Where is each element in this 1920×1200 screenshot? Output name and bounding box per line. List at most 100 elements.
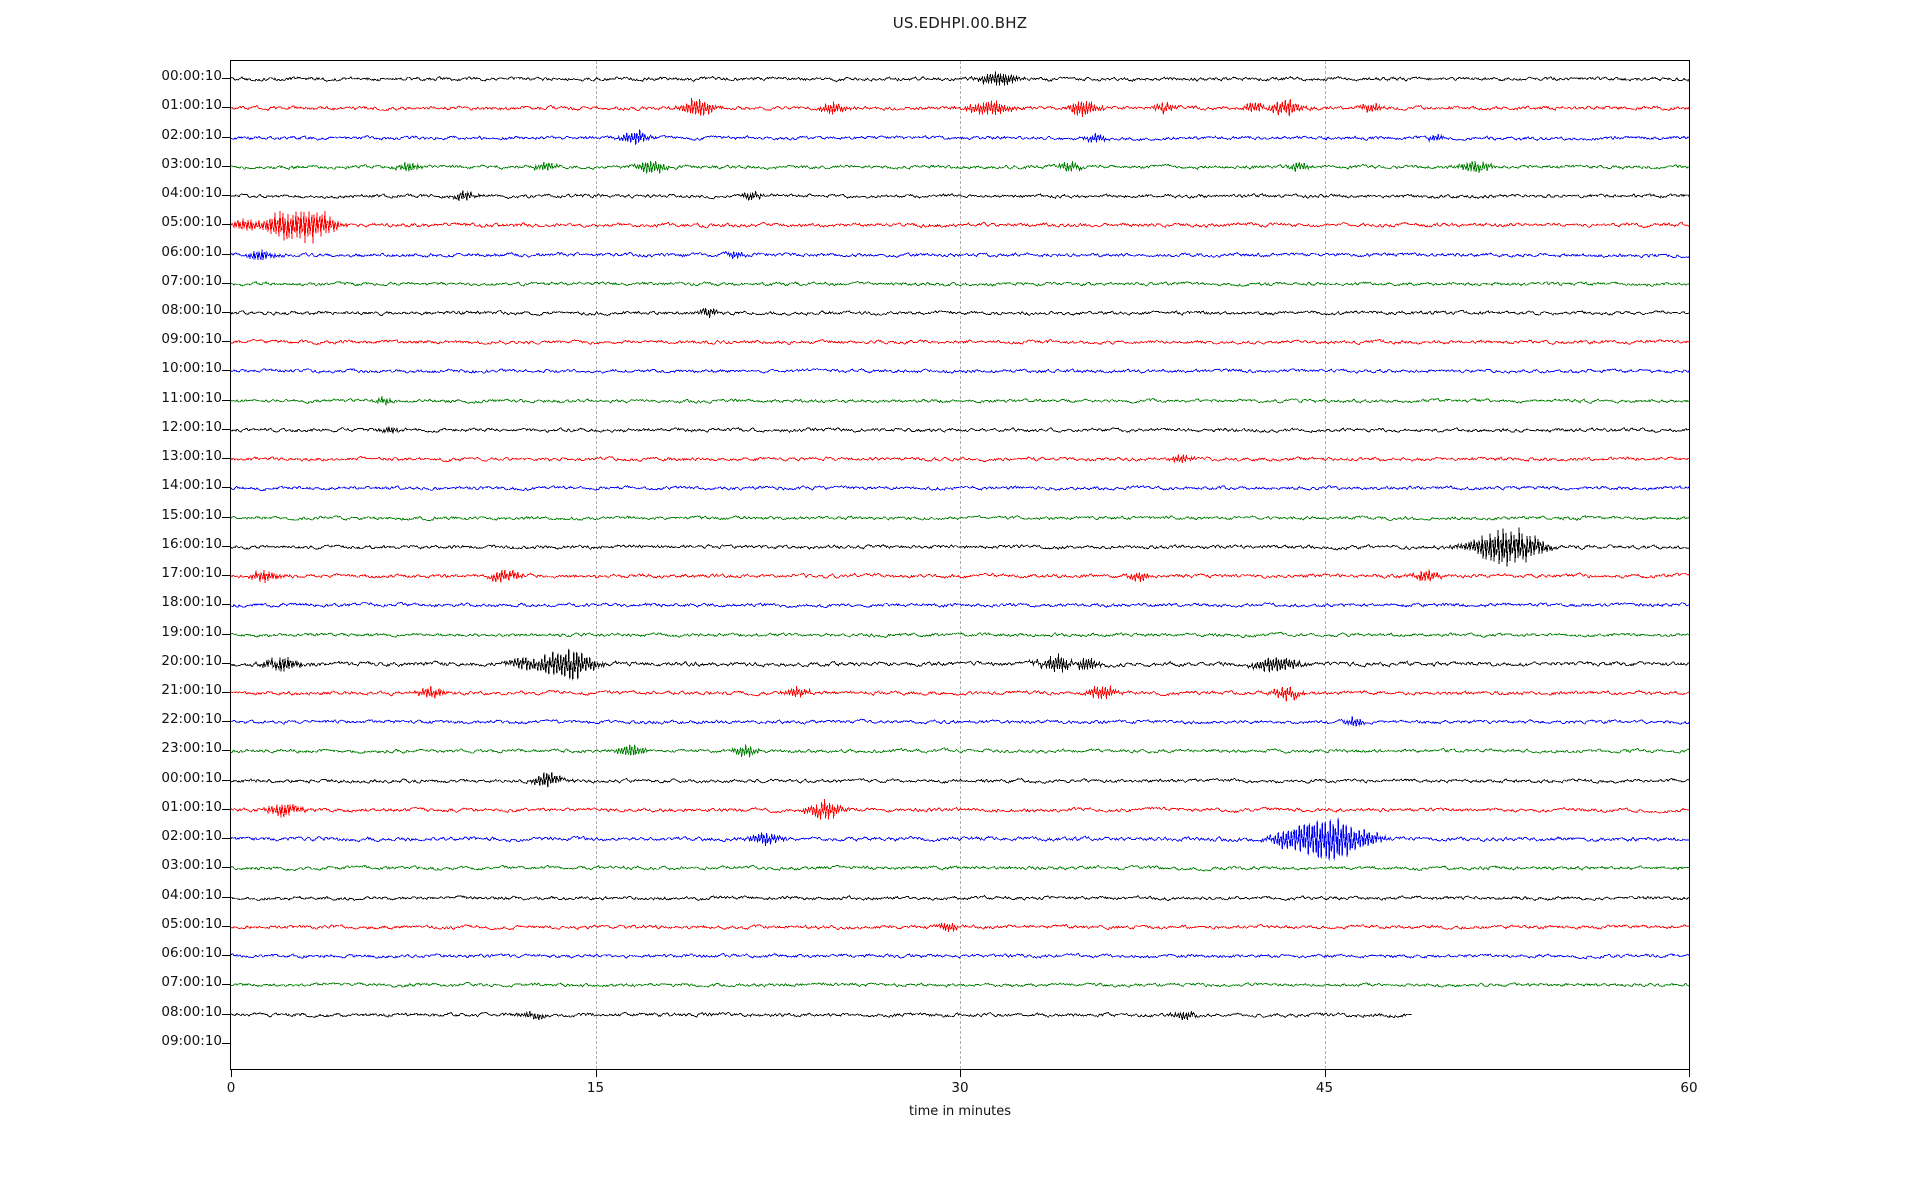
trace-row xyxy=(231,368,1689,375)
waveform-path xyxy=(231,601,1689,609)
waveform-path xyxy=(231,71,1689,86)
y-tick-mark xyxy=(222,779,230,781)
y-tick-label: 00:00:10 xyxy=(161,769,222,786)
trace-row xyxy=(231,426,1689,434)
y-tick-mark xyxy=(222,487,230,489)
trace-row xyxy=(231,339,1689,346)
y-tick-label: 04:00:10 xyxy=(161,886,222,903)
y-tick-label: 07:00:10 xyxy=(161,974,222,991)
y-tick-label: 00:00:10 xyxy=(161,68,222,85)
page-title: US.EDHPI.00.BHZ xyxy=(892,14,1028,32)
y-tick-mark xyxy=(222,838,230,840)
y-tick-label: 09:00:10 xyxy=(161,331,222,348)
gridline-30 xyxy=(960,61,961,1069)
y-tick-label: 04:00:10 xyxy=(161,185,222,202)
trace-row xyxy=(231,1022,1689,1066)
gridline-45 xyxy=(1324,61,1326,1069)
trace-row xyxy=(231,1010,1413,1020)
waveform-path xyxy=(231,921,1689,932)
y-tick-label: 02:00:10 xyxy=(161,126,222,143)
trace-row xyxy=(231,798,1689,820)
y-tick-label: 05:00:10 xyxy=(161,214,222,231)
waveform-path xyxy=(231,527,1689,567)
waveform-path xyxy=(231,160,1689,174)
trace-row xyxy=(231,685,1689,702)
trace-row xyxy=(231,514,1689,521)
y-tick-mark xyxy=(222,107,230,109)
trace-row xyxy=(231,648,1689,681)
y-tick-label: 08:00:10 xyxy=(161,1003,222,1020)
y-tick-mark xyxy=(222,925,230,927)
waveform-path xyxy=(231,771,1689,788)
y-tick-mark xyxy=(222,692,230,694)
y-tick-label: 16:00:10 xyxy=(161,535,222,552)
y-tick-mark xyxy=(222,282,230,284)
trace-row xyxy=(231,485,1689,492)
y-tick-label: 13:00:10 xyxy=(161,448,222,465)
x-tick-mark xyxy=(1324,1070,1326,1077)
y-tick-mark xyxy=(222,955,230,957)
x-tick-label: 45 xyxy=(1315,1080,1334,1096)
x-tick-label: 15 xyxy=(586,1080,605,1096)
y-tick-mark xyxy=(222,867,230,869)
trace-row xyxy=(231,771,1689,788)
trace-row xyxy=(231,921,1689,932)
trace-row xyxy=(231,527,1689,567)
waveform-path xyxy=(231,368,1689,375)
trace-row xyxy=(231,248,1689,260)
trace-row xyxy=(231,280,1689,287)
trace-row xyxy=(231,71,1689,86)
y-tick-label: 06:00:10 xyxy=(161,945,222,962)
y-tick-mark xyxy=(222,604,230,606)
y-tick-mark xyxy=(222,224,230,226)
waveform-path xyxy=(231,426,1689,434)
y-tick-mark xyxy=(222,370,230,372)
waveform-path xyxy=(231,1010,1413,1020)
y-axis-labels: 00:00:10 01:00:10 02:00:10 03:00:10 04:00:10… xyxy=(0,0,222,1200)
trace-row xyxy=(231,307,1689,318)
waveform-path xyxy=(231,648,1689,681)
waveform-path xyxy=(231,798,1689,820)
y-tick-label: 05:00:10 xyxy=(161,915,222,932)
x-tick-label: 30 xyxy=(951,1080,969,1096)
trace-row xyxy=(231,894,1689,901)
y-tick-mark xyxy=(222,195,230,197)
trace-row xyxy=(231,98,1689,118)
y-tick-label: 23:00:10 xyxy=(161,740,222,757)
y-tick-mark xyxy=(222,399,230,401)
x-tick-label: 60 xyxy=(1680,1080,1698,1096)
trace-row xyxy=(231,865,1689,873)
y-tick-label: 08:00:10 xyxy=(161,301,222,318)
trace-row xyxy=(231,454,1689,464)
trace-row xyxy=(231,128,1689,145)
y-tick-label: 09:00:10 xyxy=(161,1032,222,1049)
waveform-path xyxy=(231,248,1689,260)
y-tick-mark xyxy=(222,633,230,635)
waveform-path xyxy=(231,817,1689,861)
plot-area xyxy=(230,60,1690,1070)
y-tick-mark xyxy=(222,721,230,723)
y-tick-mark xyxy=(222,311,230,313)
waveform-path xyxy=(231,569,1689,583)
waveform-path xyxy=(231,894,1689,901)
y-tick-mark xyxy=(222,545,230,547)
y-tick-label: 22:00:10 xyxy=(161,711,222,728)
trace-row xyxy=(231,745,1689,758)
y-tick-label: 20:00:10 xyxy=(161,652,222,669)
y-tick-mark xyxy=(222,458,230,460)
trace-row xyxy=(231,569,1689,583)
waveform-path xyxy=(231,745,1689,758)
y-tick-label: 18:00:10 xyxy=(161,594,222,611)
y-tick-mark xyxy=(222,808,230,810)
y-tick-mark xyxy=(222,165,230,167)
trace-row xyxy=(231,817,1689,861)
waveform-path xyxy=(231,952,1689,960)
waveform-path xyxy=(231,280,1689,287)
y-tick-mark xyxy=(222,341,230,343)
gridline-15 xyxy=(595,61,597,1069)
waveform-path xyxy=(231,514,1689,521)
trace-row xyxy=(231,952,1689,960)
waveform-path xyxy=(231,716,1689,727)
y-tick-label: 03:00:10 xyxy=(161,857,222,874)
